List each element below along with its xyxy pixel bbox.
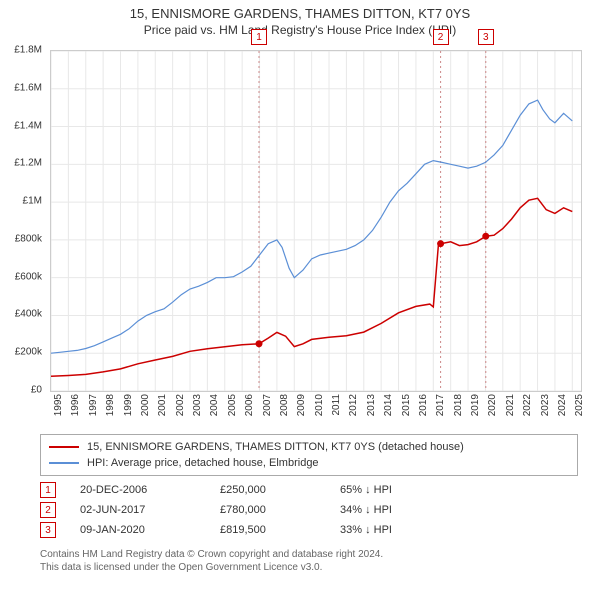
chart-subtitle: Price paid vs. HM Land Registry's House … [0, 23, 600, 41]
y-tick-label: £1.4M [14, 120, 42, 131]
x-tick-label: 2001 [157, 394, 168, 416]
marker-price: £250,000 [220, 484, 340, 496]
chart-marker-3: 3 [478, 29, 494, 45]
y-tick-label: £200k [15, 347, 42, 358]
marker-row-1: 1 20-DEC-2006£250,00065% ↓ HPI [40, 480, 560, 500]
y-tick-label: £1M [23, 196, 42, 207]
marker-date: 09-JAN-2020 [80, 524, 220, 536]
footer-line-1: Contains HM Land Registry data © Crown c… [40, 548, 383, 561]
x-tick-label: 2004 [209, 394, 220, 416]
x-tick-label: 2009 [296, 394, 307, 416]
legend-swatch [49, 446, 79, 448]
x-tick-label: 2005 [227, 394, 238, 416]
y-tick-label: £1.8M [14, 45, 42, 56]
x-tick-label: 2007 [262, 394, 273, 416]
legend-label: HPI: Average price, detached house, Elmb… [87, 457, 319, 469]
chart-svg [51, 51, 581, 391]
x-tick-label: 2016 [418, 394, 429, 416]
markers-table: 1 20-DEC-2006£250,00065% ↓ HPI 2 02-JUN-201… [40, 480, 560, 540]
x-tick-label: 2017 [435, 394, 446, 416]
footer-line-2: This data is licensed under the Open Gov… [40, 561, 383, 574]
marker-price: £819,500 [220, 524, 340, 536]
legend-swatch [49, 462, 79, 464]
x-tick-label: 2003 [192, 394, 203, 416]
x-tick-label: 1995 [53, 394, 64, 416]
chart-marker-2: 2 [433, 29, 449, 45]
marker-row-3: 3 09-JAN-2020£819,50033% ↓ HPI [40, 520, 560, 540]
x-tick-label: 2023 [540, 394, 551, 416]
x-tick-label: 1998 [105, 394, 116, 416]
marker-row-2: 2 02-JUN-2017£780,00034% ↓ HPI [40, 500, 560, 520]
legend-item: HPI: Average price, detached house, Elmb… [49, 455, 569, 471]
chart-container: 15, ENNISMORE GARDENS, THAMES DITTON, KT… [0, 0, 600, 590]
y-tick-label: £0 [31, 385, 42, 396]
marker-delta: 34% ↓ HPI [340, 504, 392, 516]
marker-number-box: 1 [40, 482, 56, 498]
x-tick-label: 2008 [279, 394, 290, 416]
y-tick-label: £600k [15, 271, 42, 282]
x-tick-label: 2024 [557, 394, 568, 416]
x-tick-label: 2019 [470, 394, 481, 416]
x-axis-labels: 1995 1996 1997 1998 1999 2000 2001 2002 2003 2004… [50, 392, 580, 432]
y-tick-label: £800k [15, 233, 42, 244]
x-tick-label: 2025 [574, 394, 585, 416]
chart-marker-1: 1 [251, 29, 267, 45]
marker-date: 02-JUN-2017 [80, 504, 220, 516]
marker-date: 20-DEC-2006 [80, 484, 220, 496]
chart-title: 15, ENNISMORE GARDENS, THAMES DITTON, KT… [0, 0, 600, 23]
x-tick-label: 2000 [140, 394, 151, 416]
marker-number-box: 2 [40, 502, 56, 518]
footer-attribution: Contains HM Land Registry data © Crown c… [40, 548, 383, 574]
marker-number-box: 3 [40, 522, 56, 538]
x-tick-label: 2012 [348, 394, 359, 416]
x-tick-label: 2006 [244, 394, 255, 416]
marker-price: £780,000 [220, 504, 340, 516]
legend: 15, ENNISMORE GARDENS, THAMES DITTON, KT… [40, 434, 578, 476]
x-tick-label: 2002 [175, 394, 186, 416]
x-tick-label: 2022 [522, 394, 533, 416]
x-tick-label: 2015 [401, 394, 412, 416]
legend-item: 15, ENNISMORE GARDENS, THAMES DITTON, KT… [49, 439, 569, 455]
x-tick-label: 1996 [70, 394, 81, 416]
x-tick-label: 1997 [88, 394, 99, 416]
marker-delta: 33% ↓ HPI [340, 524, 392, 536]
x-tick-label: 2018 [453, 394, 464, 416]
x-tick-label: 2010 [314, 394, 325, 416]
x-tick-label: 2014 [383, 394, 394, 416]
y-tick-label: £1.2M [14, 158, 42, 169]
marker-delta: 65% ↓ HPI [340, 484, 392, 496]
plot-area: 123 [50, 50, 582, 392]
x-tick-label: 2021 [505, 394, 516, 416]
y-tick-label: £400k [15, 309, 42, 320]
legend-label: 15, ENNISMORE GARDENS, THAMES DITTON, KT… [87, 441, 464, 453]
y-axis-labels: £0£200k£400k£600k£800k£1M£1.2M£1.4M£1.6M… [0, 50, 46, 390]
y-tick-label: £1.6M [14, 82, 42, 93]
x-tick-label: 1999 [123, 394, 134, 416]
x-tick-label: 2013 [366, 394, 377, 416]
x-tick-label: 2020 [487, 394, 498, 416]
x-tick-label: 2011 [331, 394, 342, 416]
